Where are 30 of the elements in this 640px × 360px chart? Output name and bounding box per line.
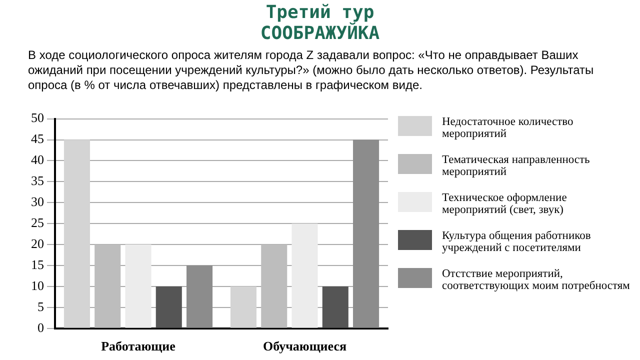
y-tick-label: 10 — [31, 278, 44, 293]
legend-label: Отстствие мероприятий, соответствующих моим потребностям — [442, 268, 631, 292]
chart-subtitle: В ходе социологического опроса жителям города Z задавали вопрос: «Что не оправдывает Ваших ожиданий при посещении учреждений культуры?» (можно было дать несколько ответов). Результаты опроса (в % от числа отвечавших) представлены в графическом виде. — [28, 48, 595, 93]
bar — [292, 224, 318, 328]
y-tick-label: 20 — [31, 236, 44, 251]
y-tick-label: 35 — [31, 173, 44, 188]
bar — [94, 244, 121, 328]
legend-label: Культура общения работников учреждений с посетителями — [442, 230, 592, 254]
bar — [156, 286, 182, 328]
bar — [353, 140, 380, 328]
bar — [322, 286, 348, 328]
bar — [64, 140, 90, 328]
y-tick-label: 25 — [31, 215, 44, 230]
y-tick-label: 40 — [31, 152, 44, 168]
y-tick-label: 50 — [31, 110, 44, 126]
legend-label: Тематическая направленность мероприятий — [442, 154, 590, 178]
legend-label: Техническое оформление мероприятий (свет, звук) — [442, 192, 567, 216]
chart-title: Третий тур СООБРАЖУЙКА — [259, 2, 381, 44]
bar — [261, 244, 288, 328]
y-tick-label: 45 — [31, 131, 44, 146]
bar — [125, 244, 152, 328]
bar — [230, 286, 256, 328]
y-tick-label: 30 — [31, 194, 44, 210]
y-tick-label: 15 — [31, 256, 44, 272]
y-tick-label: 5 — [38, 298, 44, 314]
x-tick-label: Обучающиеся — [262, 338, 347, 354]
legend-label: Недостаточное количество мероприятий — [442, 116, 574, 140]
x-tick-label: Работающие — [101, 338, 176, 354]
y-tick-label: 0 — [38, 320, 44, 335]
bar — [186, 266, 213, 328]
